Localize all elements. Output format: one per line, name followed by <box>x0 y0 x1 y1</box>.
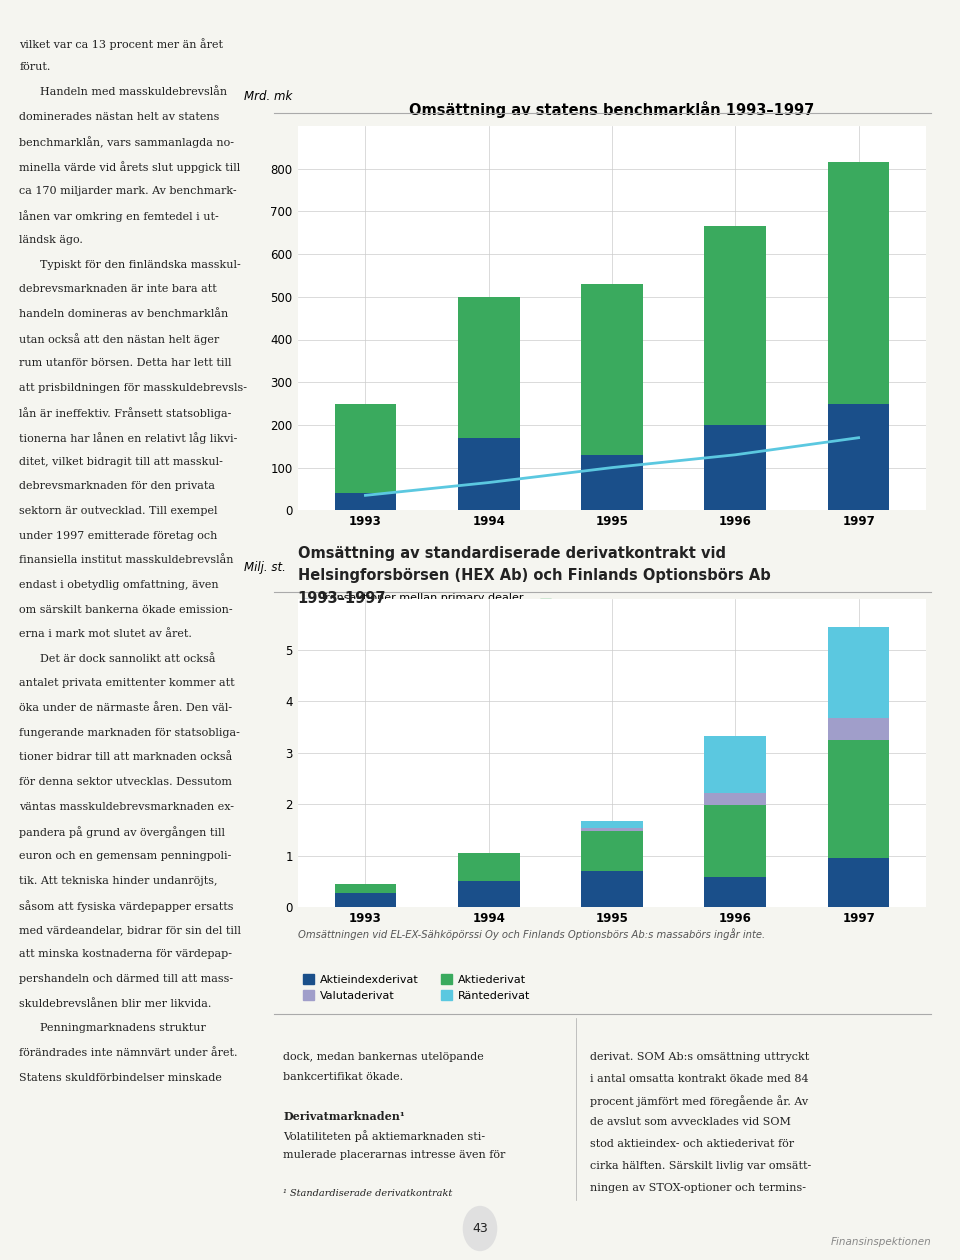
Text: tioner bidrar till att marknaden också: tioner bidrar till att marknaden också <box>19 752 232 762</box>
Text: tionerna har lånen en relativt låg likvi-: tionerna har lånen en relativt låg likvi… <box>19 432 237 444</box>
Text: Omsättning av standardiserade derivatkontrakt vid: Omsättning av standardiserade derivatkon… <box>298 546 726 561</box>
Text: de avslut som avvecklades vid SOM: de avslut som avvecklades vid SOM <box>590 1118 791 1128</box>
Text: 1993–1997: 1993–1997 <box>298 591 386 606</box>
Text: öka under de närmaste åren. Den väl-: öka under de närmaste åren. Den väl- <box>19 703 232 713</box>
Bar <box>335 403 396 493</box>
Bar <box>458 437 519 510</box>
Bar <box>458 297 519 437</box>
Text: bankcertifikat ökade.: bankcertifikat ökade. <box>283 1072 403 1081</box>
Text: med värdeandelar, bidrar för sin del till: med värdeandelar, bidrar för sin del til… <box>19 925 241 935</box>
Text: Mrd. mk: Mrd. mk <box>244 89 293 103</box>
Text: debrevsmarknaden för den privata: debrevsmarknaden för den privata <box>19 481 215 491</box>
Text: cirka hälften. Särskilt livlig var omsätt-: cirka hälften. Särskilt livlig var omsät… <box>590 1160 811 1171</box>
Text: Typiskt för den finländska masskul-: Typiskt för den finländska masskul- <box>19 260 241 270</box>
Text: Volatiliteten på aktiemarknaden sti-: Volatiliteten på aktiemarknaden sti- <box>283 1130 486 1142</box>
Text: euron och en gemensam penningpoli-: euron och en gemensam penningpoli- <box>19 850 231 861</box>
Text: Milj. st.: Milj. st. <box>244 561 286 573</box>
Circle shape <box>463 1206 497 1251</box>
Text: ditet, vilket bidragit till att masskul-: ditet, vilket bidragit till att masskul- <box>19 456 223 466</box>
Text: förändrades inte nämnvärt under året.: förändrades inte nämnvärt under året. <box>19 1048 238 1058</box>
Bar <box>828 740 889 858</box>
Text: 43: 43 <box>472 1222 488 1235</box>
Legend: Aktieindexderivat, Valutaderivat, Aktiederivat, Räntederivat: Aktieindexderivat, Valutaderivat, Aktied… <box>303 974 530 1000</box>
Bar <box>828 403 889 510</box>
Text: sektorn är outvecklad. Till exempel: sektorn är outvecklad. Till exempel <box>19 507 218 515</box>
Text: om särskilt bankerna ökade emission-: om särskilt bankerna ökade emission- <box>19 605 233 615</box>
Text: såsom att fysiska värdepapper ersatts: såsom att fysiska värdepapper ersatts <box>19 900 233 912</box>
Text: rum utanför börsen. Detta har lett till: rum utanför börsen. Detta har lett till <box>19 358 231 368</box>
Text: erna i mark mot slutet av året.: erna i mark mot slutet av året. <box>19 629 192 639</box>
Text: Helsingforsbörsen (HEX Ab) och Finlands Optionsbörs Ab: Helsingforsbörsen (HEX Ab) och Finlands … <box>298 568 770 583</box>
Text: Det är dock sannolikt att också: Det är dock sannolikt att också <box>19 654 216 664</box>
Bar <box>828 626 889 718</box>
Bar <box>828 163 889 403</box>
Text: pandera på grund av övergången till: pandera på grund av övergången till <box>19 827 226 838</box>
Bar <box>828 858 889 907</box>
Text: Finansinspektionen: Finansinspektionen <box>830 1237 931 1247</box>
Bar <box>581 455 643 510</box>
Text: minella värde vid årets slut uppgick till: minella värde vid årets slut uppgick til… <box>19 161 240 173</box>
Text: Omsättningen vid EL-EX-Sähköpörssi Oy och Finlands Optionsbörs Ab:s massabörs in: Omsättningen vid EL-EX-Sähköpörssi Oy oc… <box>298 929 765 940</box>
Text: väntas masskuldebrevsmarknaden ex-: väntas masskuldebrevsmarknaden ex- <box>19 801 234 811</box>
Text: lån är ineffektiv. Frånsett statsobliga-: lån är ineffektiv. Frånsett statsobliga- <box>19 407 231 420</box>
Text: Statens skuldförbindelser minskade: Statens skuldförbindelser minskade <box>19 1072 222 1082</box>
Text: ca 170 miljarder mark. Av benchmark-: ca 170 miljarder mark. Av benchmark- <box>19 185 237 195</box>
Text: fungerande marknaden för statsobliga-: fungerande marknaden för statsobliga- <box>19 728 240 737</box>
Text: att minska kostnaderna för värdepap-: att minska kostnaderna för värdepap- <box>19 950 232 959</box>
Text: antalet privata emittenter kommer att: antalet privata emittenter kommer att <box>19 678 235 688</box>
Bar <box>581 822 643 829</box>
Bar <box>705 793 766 805</box>
Text: Penningmarknadens struktur: Penningmarknadens struktur <box>19 1023 206 1033</box>
Text: derivat. SOM Ab:s omsättning uttryckt: derivat. SOM Ab:s omsättning uttryckt <box>590 1052 809 1062</box>
Text: Handeln med masskuldebrevslån: Handeln med masskuldebrevslån <box>19 87 228 97</box>
Legend: Transaktioner mellan primary dealer
(köp), Statens benchmarklån,
utelöpande belo: Transaktioner mellan primary dealer (köp… <box>303 592 710 643</box>
Text: handeln domineras av benchmarklån: handeln domineras av benchmarklån <box>19 309 228 319</box>
Bar <box>705 736 766 793</box>
Bar <box>828 718 889 740</box>
Bar <box>705 877 766 907</box>
Text: pershandeln och därmed till att mass-: pershandeln och därmed till att mass- <box>19 974 233 984</box>
Bar <box>458 853 519 882</box>
Text: utan också att den nästan helt äger: utan också att den nästan helt äger <box>19 334 220 345</box>
Text: stod aktieindex- och aktiederivat för: stod aktieindex- och aktiederivat för <box>590 1139 795 1149</box>
Bar <box>335 883 396 893</box>
Text: för denna sektor utvecklas. Dessutom: för denna sektor utvecklas. Dessutom <box>19 777 232 788</box>
Bar <box>705 425 766 510</box>
Text: dock, medan bankernas utelöpande: dock, medan bankernas utelöpande <box>283 1052 484 1062</box>
Text: endast i obetydlig omfattning, även: endast i obetydlig omfattning, även <box>19 580 219 590</box>
Bar <box>458 882 519 907</box>
Text: lånen var omkring en femtedel i ut-: lånen var omkring en femtedel i ut- <box>19 210 219 222</box>
Text: under 1997 emitterade företag och: under 1997 emitterade företag och <box>19 530 218 541</box>
Text: Derivatmarknaden¹: Derivatmarknaden¹ <box>283 1111 405 1121</box>
Bar <box>581 832 643 871</box>
Text: att prisbildningen för masskuldebrevsls-: att prisbildningen för masskuldebrevsls- <box>19 383 248 393</box>
Text: ¹ Standardiserade derivatkontrakt: ¹ Standardiserade derivatkontrakt <box>283 1189 452 1198</box>
Bar <box>581 284 643 455</box>
Text: debrevsmarknaden är inte bara att: debrevsmarknaden är inte bara att <box>19 285 217 294</box>
Bar <box>335 493 396 510</box>
Text: finansiella institut masskuldebrevslån: finansiella institut masskuldebrevslån <box>19 556 233 566</box>
Text: procent jämfört med föregående år. Av: procent jämfört med föregående år. Av <box>590 1095 808 1108</box>
Text: förut.: förut. <box>19 63 51 72</box>
Text: dominerades nästan helt av statens: dominerades nästan helt av statens <box>19 112 220 122</box>
Text: vilket var ca 13 procent mer än året: vilket var ca 13 procent mer än året <box>19 38 223 49</box>
Title: Omsättning av statens benchmarklån 1993–1997: Omsättning av statens benchmarklån 1993–… <box>409 101 815 118</box>
Bar <box>581 871 643 907</box>
Bar <box>581 829 643 832</box>
Bar <box>335 893 396 907</box>
Text: mulerade placerarnas intresse även för: mulerade placerarnas intresse även för <box>283 1150 506 1160</box>
Bar <box>705 227 766 425</box>
Text: ningen av STOX-optioner och termins-: ningen av STOX-optioner och termins- <box>590 1182 806 1192</box>
Text: benchmarklån, vars sammanlagda no-: benchmarklån, vars sammanlagda no- <box>19 136 234 149</box>
Text: ländsk ägo.: ländsk ägo. <box>19 234 84 244</box>
Text: tik. Att tekniska hinder undanröjts,: tik. Att tekniska hinder undanröjts, <box>19 876 218 886</box>
Text: i antal omsatta kontrakt ökade med 84: i antal omsatta kontrakt ökade med 84 <box>590 1074 809 1084</box>
Text: skuldebrevslånen blir mer likvida.: skuldebrevslånen blir mer likvida. <box>19 999 211 1009</box>
Bar <box>705 805 766 877</box>
